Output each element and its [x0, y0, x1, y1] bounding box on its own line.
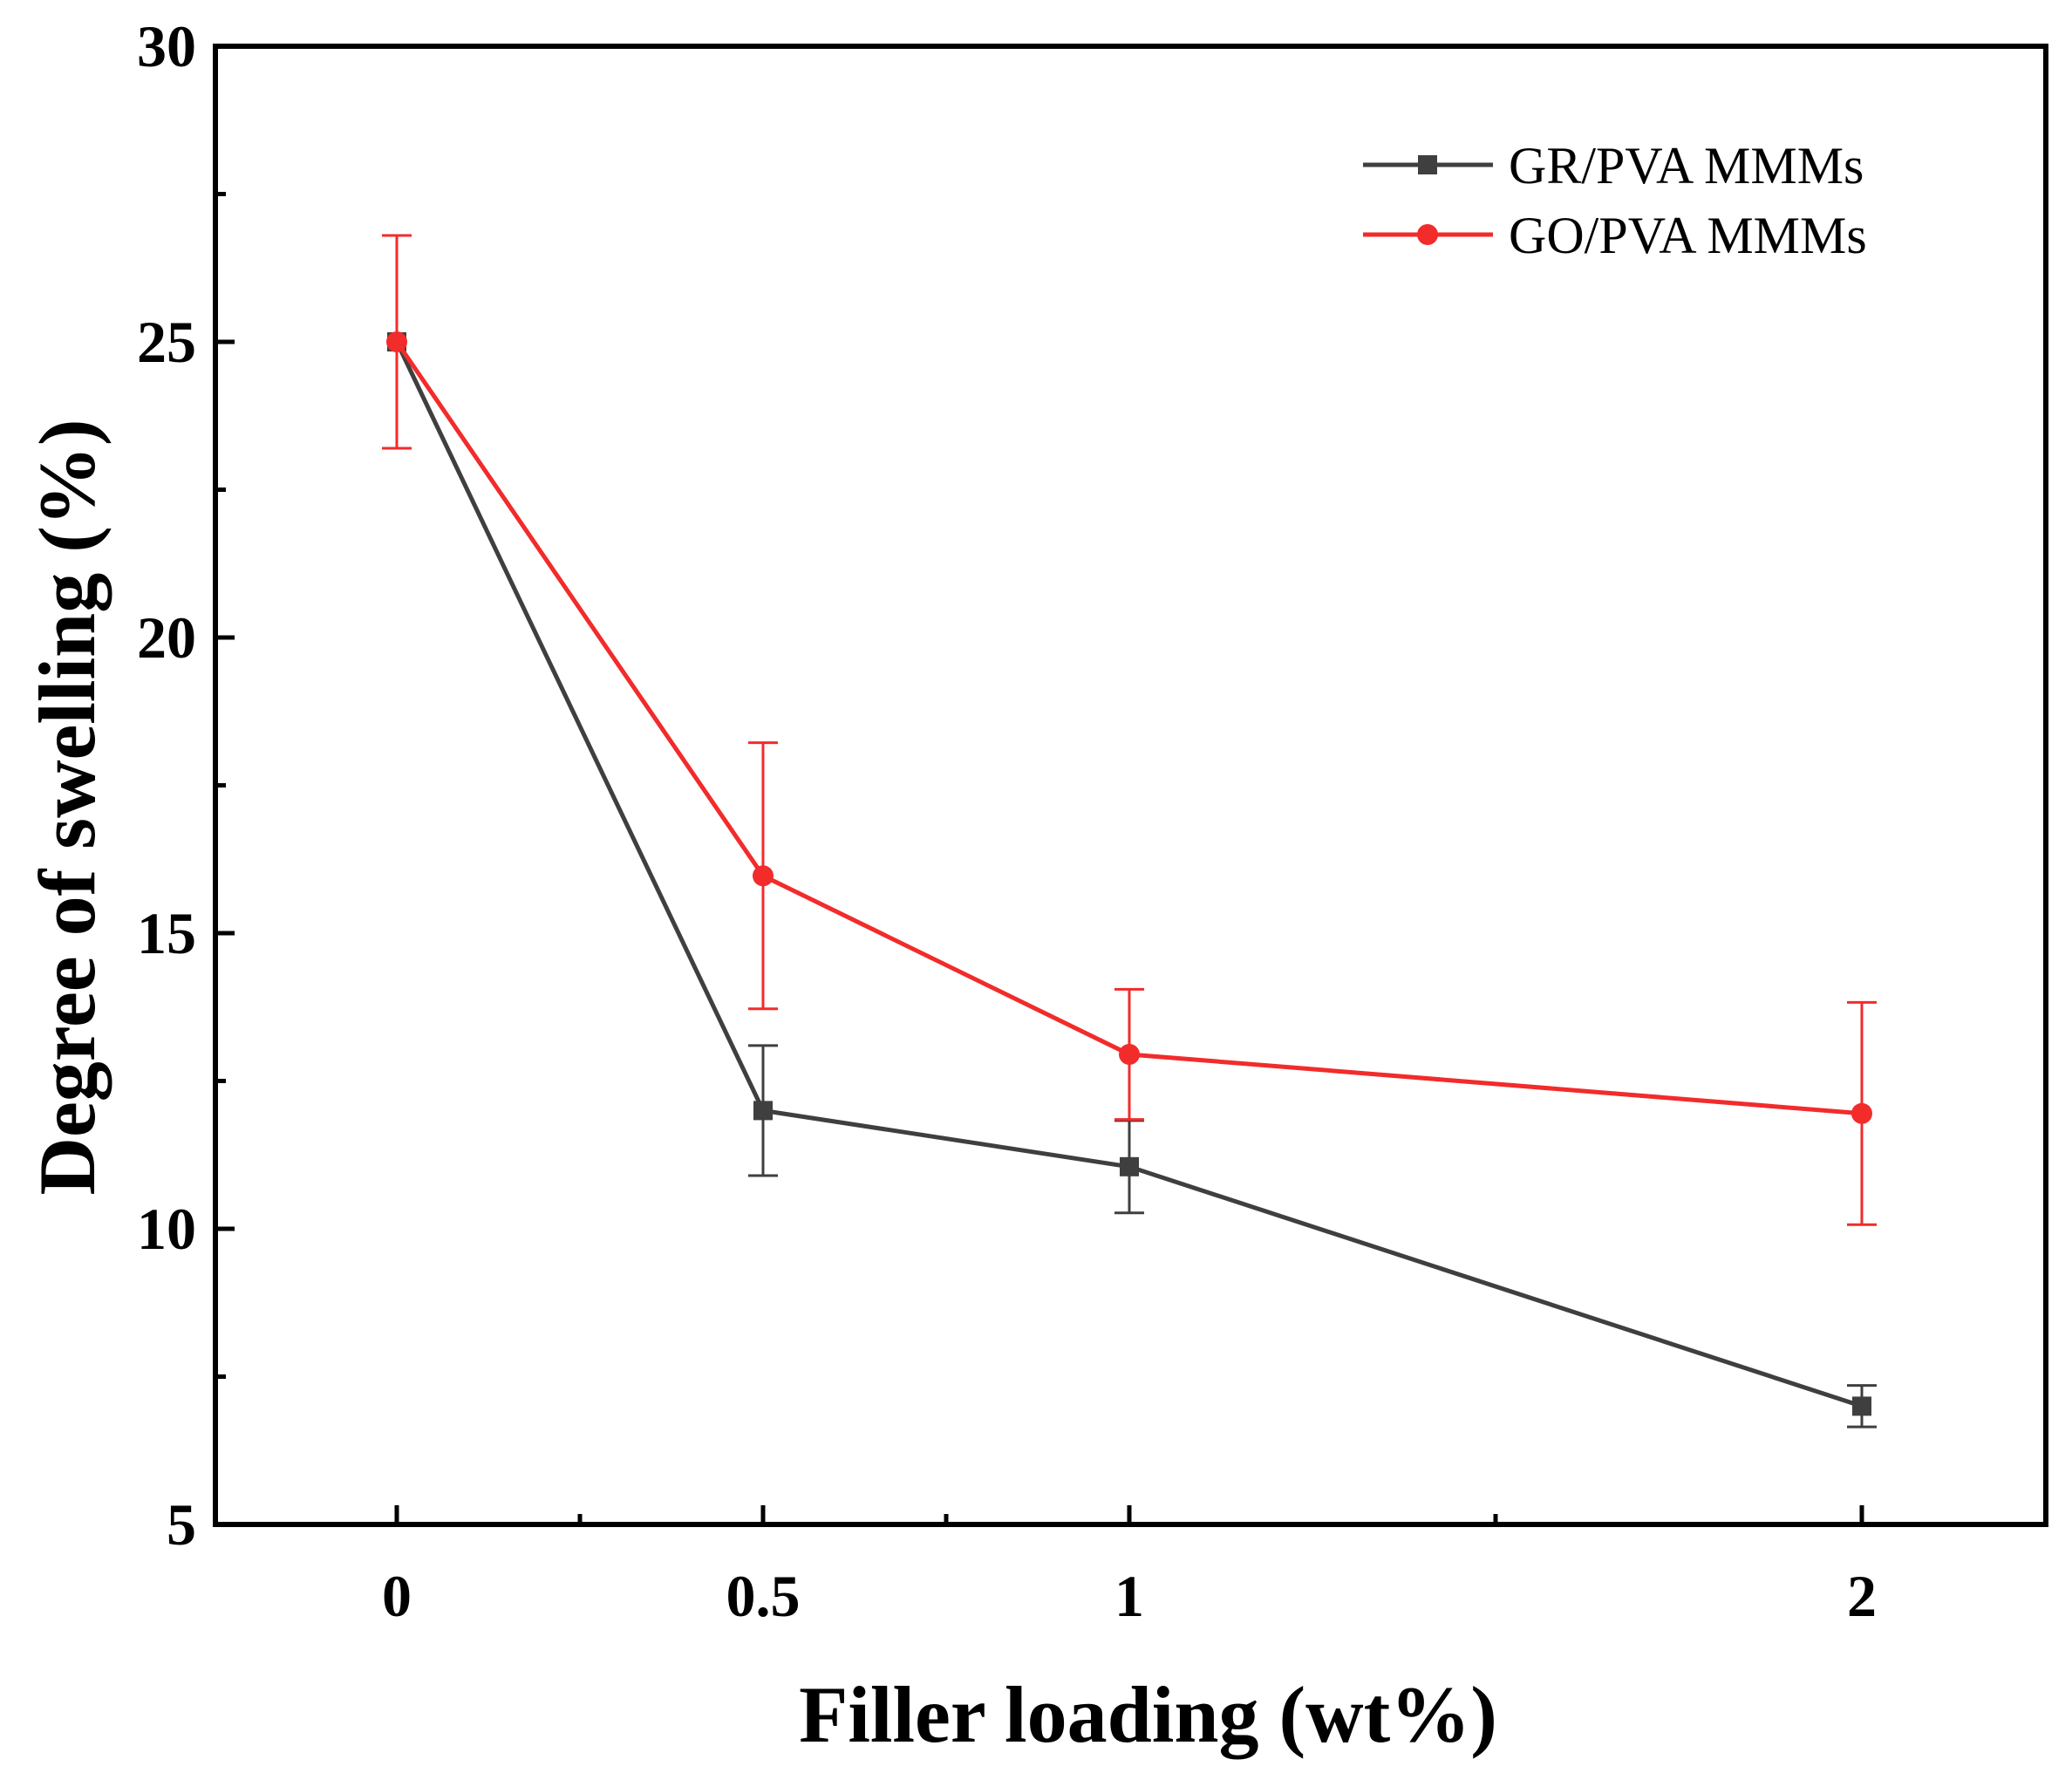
legend-marker-circle: [1417, 224, 1438, 245]
legend: GR/PVA MMMs GO/PVA MMMs: [1363, 137, 1867, 264]
x-tick-label: 0: [382, 1563, 412, 1629]
series-line: [394, 340, 1863, 1408]
legend-label: GO/PVA MMMs: [1509, 207, 1867, 264]
ticks-layer: 5 10 15 20 25 30 0 0.5 1 2: [137, 13, 1877, 1629]
x-tick-label: 0.5: [726, 1563, 801, 1629]
legend-marker-square: [1418, 155, 1437, 174]
axes-layer: [213, 44, 2048, 1527]
y-tick-label: 5: [167, 1491, 196, 1558]
legend-item: GO/PVA MMMs: [1363, 207, 1867, 264]
legend-label: GR/PVA MMMs: [1509, 137, 1864, 194]
y-tick-label: 20: [137, 604, 196, 671]
x-axis-title: Filler loading (wt%): [799, 1670, 1497, 1759]
x-tick-label: 1: [1114, 1563, 1144, 1629]
plot-frame: [213, 44, 2048, 1527]
data-point-circle: [1851, 1102, 1872, 1124]
data-point-square: [753, 1101, 773, 1121]
data-point-square: [1120, 1156, 1139, 1176]
data-point-circle: [386, 331, 407, 352]
y-tick-label: 25: [137, 309, 196, 375]
y-tick-label: 10: [137, 1196, 196, 1262]
y-axis-title: Degree of swelling (%): [23, 419, 112, 1196]
legend-item: GR/PVA MMMs: [1363, 137, 1864, 194]
x-tick-label: 2: [1847, 1563, 1877, 1629]
series-layer: [382, 234, 1877, 1429]
data-point-square: [1852, 1396, 1871, 1416]
series-gr-pva: [387, 332, 1877, 1429]
series-go-pva: [382, 234, 1877, 1226]
y-tick-label: 30: [137, 13, 196, 79]
y-tick-label: 15: [137, 900, 196, 966]
series-line: [394, 340, 1863, 1116]
data-point-circle: [1119, 1043, 1140, 1065]
data-point-circle: [753, 865, 774, 887]
